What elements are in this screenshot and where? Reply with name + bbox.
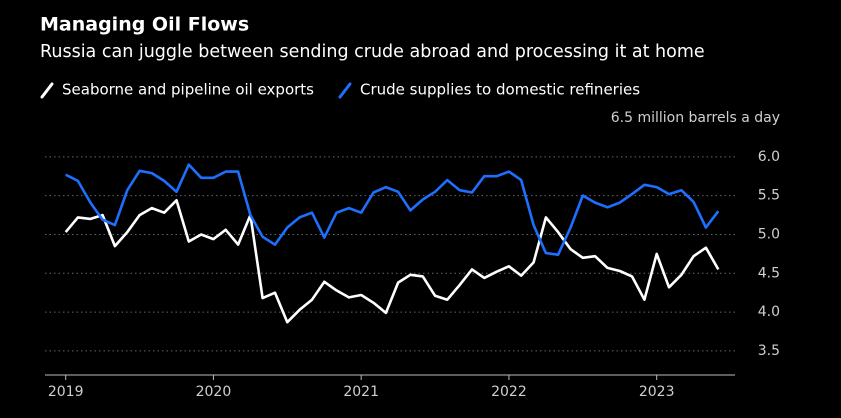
y-tick-label: 6.5 million barrels a day: [611, 110, 780, 126]
y-tick-label: 3.5: [758, 343, 780, 359]
x-tick-label: 2023: [639, 384, 675, 400]
legend-swatch: [338, 82, 352, 99]
y-tick-label: 4.5: [758, 265, 780, 281]
y-tick-label: 5.0: [758, 226, 780, 242]
x-tick-label: 2021: [343, 384, 379, 400]
y-tick-label: 4.0: [758, 304, 780, 320]
x-tick-label: 2022: [491, 384, 527, 400]
series-line: [65, 163, 720, 256]
series-line: [64, 199, 720, 324]
chart-subtitle: Russia can juggle between sending crude …: [40, 42, 705, 62]
legend-swatch: [40, 82, 54, 99]
y-tick-label: 6.0: [758, 149, 780, 165]
chart-title: Managing Oil Flows: [40, 14, 249, 36]
x-tick-label: 2019: [48, 384, 84, 400]
x-tick-label: 2020: [196, 384, 232, 400]
legend-label: Crude supplies to domestic refineries: [360, 81, 640, 99]
legend-label: Seaborne and pipeline oil exports: [62, 81, 314, 99]
y-tick-label: 5.5: [758, 188, 780, 204]
